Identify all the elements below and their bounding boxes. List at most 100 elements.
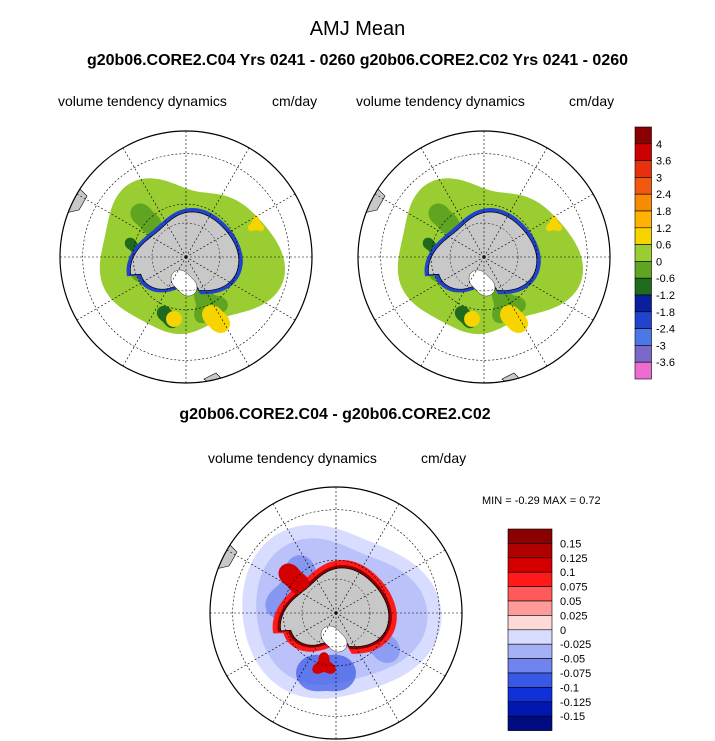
map-frames	[59, 130, 611, 740]
colorbar-swatch	[634, 311, 652, 329]
yellow-patch	[166, 311, 182, 327]
map-panel-difference	[210, 524, 442, 699]
meridian-line	[420, 256, 485, 367]
latitude-circle	[82, 153, 290, 361]
colorbar-swatch	[507, 658, 553, 674]
map-border	[357, 130, 611, 384]
colorbar-tick-label: 0.6	[656, 240, 671, 252]
colorbar-swatch	[634, 294, 652, 313]
colorbar-swatch	[634, 261, 652, 279]
meridian-line	[76, 256, 187, 321]
meridian-line	[483, 256, 594, 321]
colorbar-swatch	[507, 715, 553, 731]
colorbar-tick-label: -0.05	[560, 654, 585, 666]
colorbar-swatch	[507, 571, 553, 587]
meridian-line	[272, 503, 337, 614]
meridian-line	[374, 256, 485, 321]
colorbar-tick-label: 3	[656, 172, 662, 184]
ice-shelf	[468, 269, 496, 297]
colorbar-tick-label: 0.05	[560, 596, 581, 608]
ice-shelf	[320, 625, 348, 653]
colorbar-tick-label: -0.125	[560, 697, 591, 709]
map-border	[59, 130, 313, 384]
colorbar-swatch	[634, 227, 652, 245]
colorbar-tick-label: -0.025	[560, 639, 591, 651]
blue-patch	[296, 654, 356, 692]
colorbar-swatch	[507, 528, 553, 544]
latitude-circle	[380, 153, 588, 361]
colorbar-swatch	[507, 600, 553, 616]
meridian-line	[483, 256, 548, 367]
meridian-line	[185, 147, 250, 258]
colorbar-tick-label: -0.6	[656, 273, 675, 285]
panel3-units-label: cm/day	[421, 450, 467, 466]
colorbar-swatch	[634, 143, 652, 161]
colorbar-swatch	[634, 126, 652, 145]
colorbar-swatch	[507, 643, 553, 659]
panel2-units-label: cm/day	[569, 93, 615, 109]
meridian-line	[483, 147, 548, 258]
difference-title: g20b06.CORE2.C04 - g20b06.CORE2.C02	[179, 406, 491, 423]
meridian-line	[185, 256, 296, 321]
colorbar-tick-label: -3.6	[656, 357, 675, 369]
panel1-variable-label: volume tendency dynamics	[58, 93, 227, 109]
colorbar-tick-label: 0	[656, 256, 662, 268]
meridian-line	[335, 612, 400, 723]
meridian-line	[226, 549, 337, 614]
meridian-line	[122, 147, 187, 258]
colorbar-tick-label: -2.4	[656, 324, 675, 336]
colorbar-tick-label: 0.1	[560, 567, 575, 579]
colorbar-swatch	[634, 210, 652, 229]
latitude-circle	[232, 509, 440, 717]
colorbar-tick-label: 0.075	[560, 582, 588, 594]
yellow-patch	[500, 305, 528, 333]
min-value: -0.29	[514, 495, 540, 507]
meridian-line	[335, 612, 446, 677]
meridian-line	[335, 503, 400, 614]
panel1-units-label: cm/day	[272, 93, 318, 109]
min-max-readout: MIN = -0.29 MAX = 0.72	[482, 495, 601, 507]
colorbar-swatch	[507, 557, 553, 573]
map-border	[209, 486, 463, 740]
colorbar-swatch	[507, 629, 553, 645]
colorbar-swatch	[507, 543, 553, 559]
latitude-circle	[449, 222, 519, 292]
colorbar-tick-label: 0.125	[560, 553, 588, 565]
colorbar-swatch	[634, 193, 652, 212]
panel3-variable-label: volume tendency dynamics	[208, 450, 377, 466]
meridian-line	[420, 147, 485, 258]
colorbar-tick-label: 1.2	[656, 223, 671, 235]
red-patch	[312, 652, 336, 674]
colorbar-swatch	[634, 244, 652, 262]
green-patch	[130, 203, 162, 235]
colorbar-tick-label: 1.8	[656, 206, 671, 218]
red-patch	[278, 563, 310, 595]
max-label: MAX =	[542, 495, 577, 507]
meridian-line	[374, 193, 485, 258]
colorbar-difference: 0.15 0.125 0.1 0.075 0.05 0.025 0 -0.025 -0.05 -0…	[507, 528, 591, 731]
colorbar-swatch	[634, 328, 652, 346]
colorbar-swatch	[634, 177, 652, 195]
meridian-line	[335, 549, 446, 614]
colorbar-tick-label: 0.15	[560, 538, 581, 550]
ice-shelf	[170, 269, 198, 297]
colorbar-swatch	[634, 361, 652, 380]
latitude-circle	[301, 578, 371, 648]
meridian-line	[226, 612, 337, 677]
green-patch	[428, 203, 460, 235]
map-panel-2	[358, 178, 583, 383]
meridian-line	[122, 256, 187, 367]
map-panel-1	[60, 178, 285, 383]
colorbar-tick-label: -1.8	[656, 307, 675, 319]
meridian-line	[272, 612, 337, 723]
panel2-variable-label: volume tendency dynamics	[356, 93, 525, 109]
colorbar-swatch	[634, 345, 652, 363]
colorbar-swatch	[507, 672, 553, 688]
yellow-patch	[545, 216, 563, 232]
figure-title: AMJ Mean	[309, 18, 406, 40]
colorbar-tick-label: -0.15	[560, 711, 585, 723]
colorbar-tick-label: -0.075	[560, 668, 591, 680]
colorbar-top: 4 3.6 3 2.4 1.8 1.2 0.6 0 -0.6 -1.2 -1.8 -2.4 -3 -3.6	[634, 126, 675, 380]
colorbar-swatch	[634, 277, 652, 296]
